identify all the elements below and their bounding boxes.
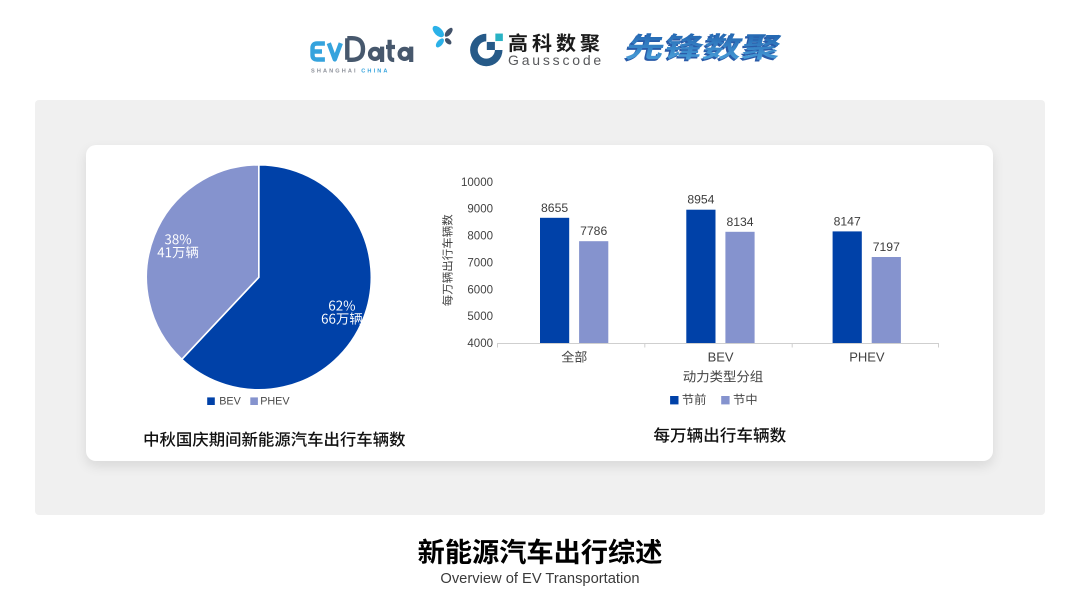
svg-text:BEV: BEV [708,350,734,365]
svg-text:10000: 10000 [461,177,493,189]
svg-text:SHANGHAI CHINA: SHANGHAI CHINA [311,69,390,75]
svg-text:Overview of EV Transportation: Overview of EV Transportation [440,571,639,587]
svg-text:7000: 7000 [467,257,493,269]
svg-text:8000: 8000 [467,231,493,243]
svg-text:8655: 8655 [541,201,568,215]
svg-text:4000: 4000 [467,338,493,350]
svg-text:8134: 8134 [726,215,753,229]
svg-text:9000: 9000 [467,204,493,216]
svg-text:Gausscode: Gausscode [508,52,604,68]
svg-text:6000: 6000 [467,284,493,296]
svg-text:8954: 8954 [687,193,714,207]
svg-text:PHEV: PHEV [849,350,885,365]
svg-text:5000: 5000 [467,311,493,323]
svg-text:7786: 7786 [580,224,607,238]
svg-text:PHEV: PHEV [260,395,290,407]
svg-text:7197: 7197 [873,240,900,254]
svg-text:BEV: BEV [219,395,241,407]
svg-text:8147: 8147 [834,214,861,228]
